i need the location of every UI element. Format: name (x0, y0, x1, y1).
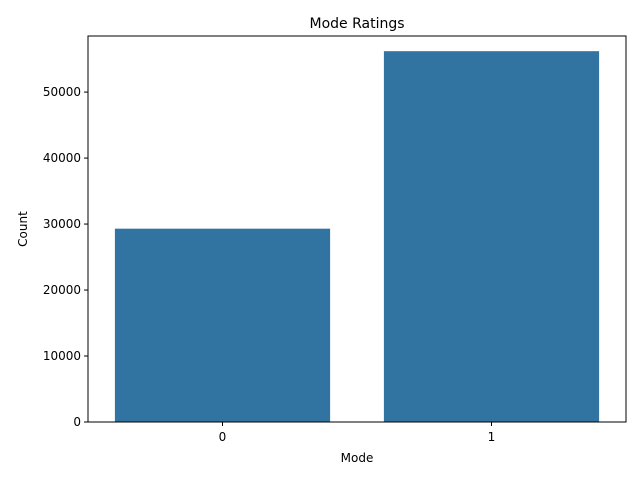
bar-1 (383, 51, 600, 423)
y-tick-label: 10000 (43, 349, 81, 363)
y-tick-label: 0 (73, 415, 81, 429)
bar-0 (114, 228, 331, 422)
y-tick-label: 50000 (43, 85, 81, 99)
x-axis-label: Mode (341, 451, 374, 465)
chart-title: Mode Ratings (309, 16, 404, 32)
y-tick-label: 20000 (43, 283, 81, 297)
y-axis-label: Count (16, 211, 30, 247)
y-tick-label: 40000 (43, 151, 81, 165)
y-axis: 0 10000 20000 30000 40000 50000 (43, 85, 88, 429)
x-tick-label: 0 (219, 430, 227, 444)
bars-layer (114, 51, 600, 423)
x-tick-label: 1 (488, 430, 496, 444)
y-tick-label: 30000 (43, 217, 81, 231)
plot-frame (87, 35, 627, 423)
